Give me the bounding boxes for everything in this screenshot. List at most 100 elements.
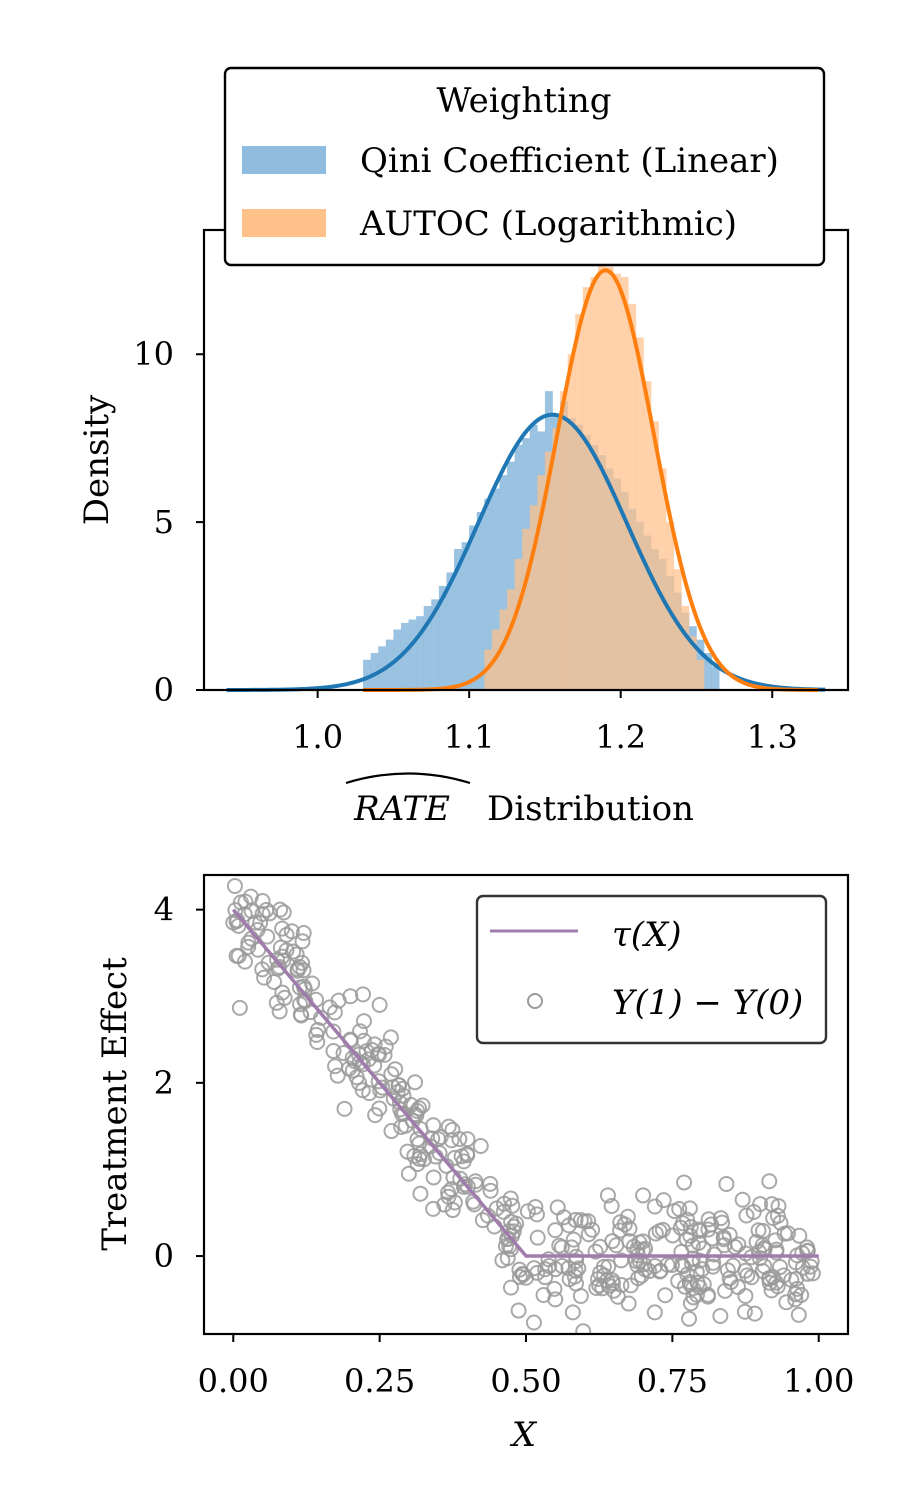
scatter-point [488,1200,505,1217]
hist-bar [484,498,493,690]
scatter-point [682,1227,699,1244]
density-legend: Weighting Qini Coefficient (Linear) AUTO… [223,66,826,267]
scatter-point [716,1237,733,1254]
hist-bar [507,461,515,690]
hist-bar [590,277,599,690]
scatter-point [406,1074,423,1091]
scatter-point [676,1174,693,1191]
scatter-point [237,893,254,910]
scatter-point [502,1241,519,1258]
hist-bar [400,622,409,690]
hist-bar [499,475,508,690]
legend-swatch-autoc [242,209,326,237]
y-tick-label: 2 [154,1064,174,1102]
hist-bar [408,619,417,690]
scatter-point [240,938,257,955]
scatter-point [560,1260,577,1277]
hist-bar [476,512,485,690]
x-tick-label: 1.1 [444,718,495,756]
y-tick-label: 0 [154,671,174,709]
density-x-label: RATE Distribution [345,772,694,829]
scatter-point [308,1026,325,1043]
rate-hat-accent [345,772,471,785]
scatter-point [295,924,312,941]
density-legend-title: Weighting [436,81,611,121]
scatter-point [719,1262,736,1279]
x-tick-label: 1.2 [595,718,646,756]
hist-bar [363,659,371,690]
hist-bar [537,475,546,690]
scatter-point [412,1185,429,1202]
scatter-point [383,1066,400,1083]
scatter-point [519,1203,536,1220]
scatter-point [309,1034,326,1050]
y-tick-label: 10 [133,335,174,373]
scatter-point [537,1261,554,1278]
hist-bar [529,505,538,690]
hist-autoc [484,263,705,690]
scatter-point [254,961,271,978]
scatter-point [382,1029,399,1046]
hist-bar [658,468,667,690]
legend-label-qini: Qini Coefficient (Linear) [360,141,779,181]
scatter-point [635,1233,652,1250]
scatter-point [769,1278,786,1295]
tau-line [231,908,819,1258]
scatter-point [790,1306,807,1323]
scatter-point [371,996,388,1013]
scatter-point [681,1200,698,1217]
scatter-point [268,994,285,1011]
scatter-point [738,1207,755,1224]
scatter-point [666,1202,683,1219]
scatter-point [670,1273,687,1290]
scatter-point [226,877,243,894]
scatter-point [412,1146,429,1163]
hist-bar [575,313,584,690]
scatter-point [409,1131,426,1148]
scatter-point [647,1225,664,1242]
scatter-point [604,1233,621,1250]
scatter-point [425,1169,442,1186]
scatter-point [641,1263,658,1280]
hist-bar [544,451,553,690]
scatter-point [254,892,271,909]
scatter-point [755,1223,772,1240]
treatment-y-label: Treatment Effect [95,957,135,1251]
scatter-point [627,1252,644,1269]
treatment-x-ticks: 0.00 0.25 0.50 0.75 1.00 [198,1334,854,1400]
scatter-point [259,928,276,945]
scatter-point [295,962,312,979]
scatter-point [664,1227,681,1244]
scatter-point [635,1187,652,1204]
scatter-point [344,1062,361,1079]
scatter-point [444,1121,461,1138]
scatter-point [528,1206,545,1223]
scatter-point [336,1100,353,1117]
scatter-point [438,1157,455,1174]
scatter-point [778,1294,795,1311]
scatter-point [646,1304,663,1321]
scatter-point [459,1131,476,1148]
treatment-legend-box [475,894,828,1045]
hist-bar [522,528,531,690]
scatter-point [272,901,289,918]
scatter-point [231,999,248,1016]
scatter-point [651,1263,668,1280]
scatter-point [541,1258,558,1275]
scatter-point [675,1258,692,1275]
treatment-y-ticks: 0 2 4 [154,891,204,1275]
scatter-point [681,1310,698,1327]
hist-bar [438,585,447,690]
scatter-point [537,1269,554,1286]
treatment-legend: τ(X) Y(1) − Y(0) [475,894,828,1045]
scatter-point [722,1274,739,1291]
hist-bar [560,391,568,690]
scatter-point [564,1304,581,1321]
hist-bar [681,606,690,690]
scatter-point [525,1314,542,1331]
hist-bar [643,381,652,690]
scatter-point [752,1196,769,1213]
kde-autoc [363,268,818,692]
legend-label-autoc: AUTOC (Logarithmic) [359,204,737,244]
scatter-point [603,1197,620,1214]
